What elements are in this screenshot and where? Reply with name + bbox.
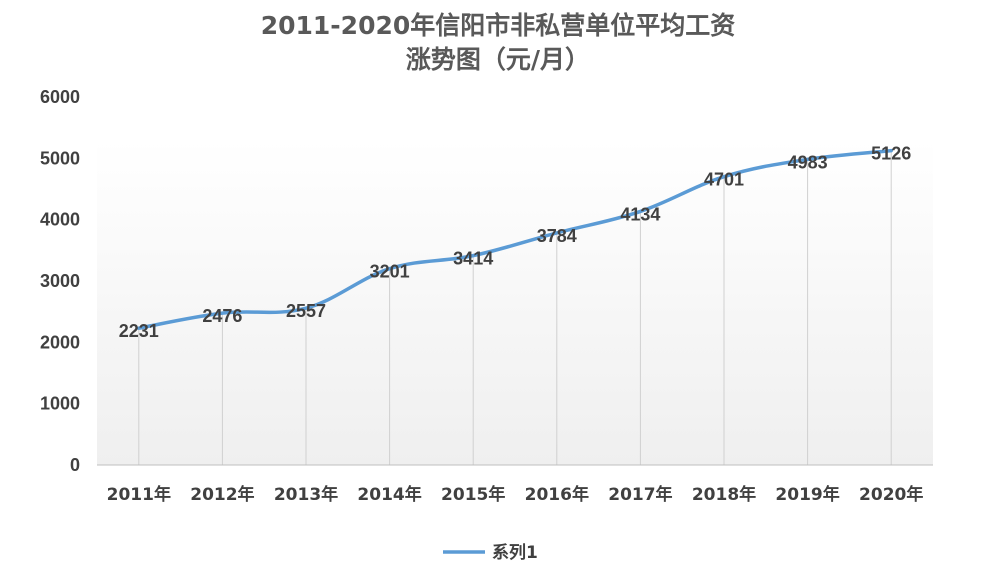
legend-label: 系列1 <box>492 542 538 563</box>
y-tick-label: 6000 <box>40 87 80 107</box>
x-tick-label: 2012年 <box>190 484 254 505</box>
y-tick-label: 1000 <box>40 394 80 414</box>
x-tick-label: 2018年 <box>692 484 756 505</box>
y-tick-label: 2000 <box>40 332 80 352</box>
data-label: 3414 <box>453 249 493 269</box>
x-tick-label: 2011年 <box>107 484 171 505</box>
data-label: 2557 <box>286 301 326 321</box>
data-label: 3201 <box>370 262 410 282</box>
data-label: 4701 <box>704 170 744 190</box>
x-tick-label: 2017年 <box>608 484 672 505</box>
drop-lines <box>138 150 892 465</box>
data-label: 4983 <box>788 152 828 172</box>
y-tick-label: 4000 <box>40 210 80 230</box>
x-tick-label: 2015年 <box>441 484 505 505</box>
data-label: 2231 <box>119 321 159 341</box>
x-axis: 2011年 2012年 2013年 2014年 2015年 2016年 2017年 2018年… <box>107 484 924 505</box>
y-tick-label: 0 <box>70 455 80 475</box>
chart-title-line-1: 2011-2020年信阳市非私营单位平均工资 <box>261 11 736 40</box>
plot-area <box>97 140 933 465</box>
y-axis: 0 1000 2000 3000 4000 5000 6000 <box>40 87 80 475</box>
x-tick-label: 2013年 <box>274 484 338 505</box>
x-tick-label: 2020年 <box>859 484 923 505</box>
data-label: 2476 <box>202 306 242 326</box>
legend: 系列1 <box>443 542 538 563</box>
data-label: 3784 <box>537 226 577 246</box>
data-labels: 2231 2476 2557 3201 3414 3784 4134 4701 4983 5126 <box>119 144 911 342</box>
x-tick-label: 2014年 <box>357 484 421 505</box>
y-tick-label: 5000 <box>40 148 80 168</box>
chart-title-line-2: 涨势图（元/月） <box>406 45 590 74</box>
data-label: 4134 <box>620 204 660 224</box>
data-label: 5126 <box>871 144 911 164</box>
x-tick-label: 2016年 <box>525 484 589 505</box>
series-group <box>137 148 893 330</box>
y-tick-label: 3000 <box>40 271 80 291</box>
series-line <box>137 148 893 330</box>
x-tick-label: 2019年 <box>775 484 839 505</box>
